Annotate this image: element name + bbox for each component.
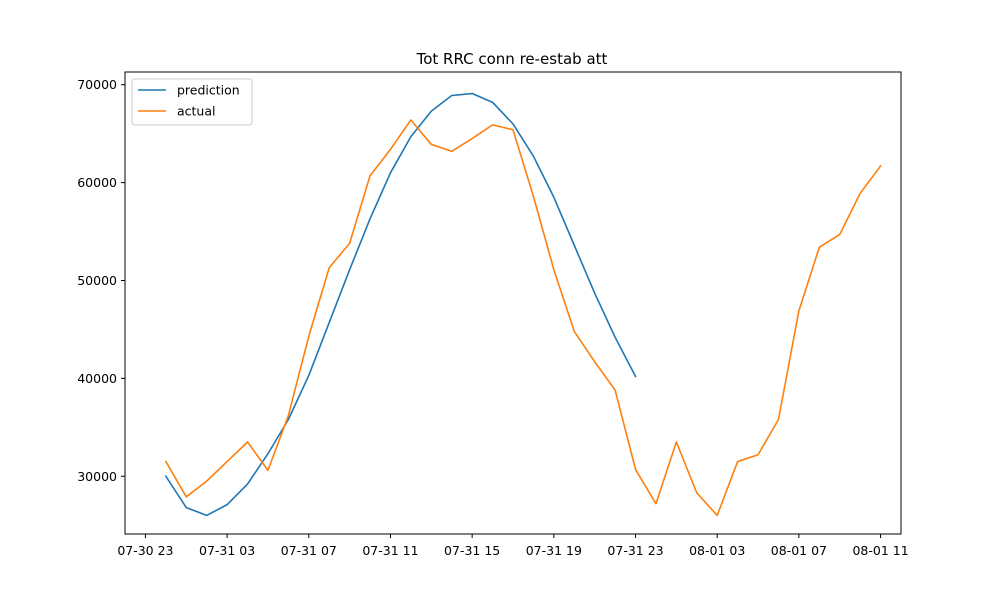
y-tick-label: 60000 [77, 175, 117, 190]
x-axis: 07-30 23 07-31 03 07-31 07 07-31 11 07-31 15… [117, 534, 909, 558]
y-tick-label: 50000 [77, 273, 117, 288]
x-tick-label: 07-31 03 [199, 543, 255, 558]
legend-label-actual: actual [177, 104, 216, 119]
x-tick-label: 07-31 23 [607, 543, 663, 558]
x-tick-label: 08-01 11 [852, 543, 908, 558]
legend: prediction actual [131, 78, 253, 126]
x-tick-label: 07-31 11 [362, 543, 418, 558]
axes-frame [124, 71, 902, 535]
series-line-prediction [164, 92, 637, 517]
x-tick-label: 08-01 07 [771, 543, 827, 558]
chart-title: Tot RRC conn re-estab att [416, 50, 608, 68]
y-tick-label: 30000 [77, 469, 117, 484]
series-line-actual [164, 119, 882, 517]
legend-label-prediction: prediction [177, 83, 240, 98]
x-tick-label: 07-31 19 [526, 543, 582, 558]
y-tick-label: 40000 [77, 371, 117, 386]
x-tick-label: 07-30 23 [117, 543, 173, 558]
plot-series [164, 92, 882, 517]
y-axis: 30000 40000 50000 60000 70000 [77, 77, 125, 484]
x-tick-label: 07-31 07 [281, 543, 337, 558]
x-tick-label: 07-31 15 [444, 543, 500, 558]
x-tick-label: 08-01 03 [689, 543, 745, 558]
y-tick-label: 70000 [77, 77, 117, 92]
